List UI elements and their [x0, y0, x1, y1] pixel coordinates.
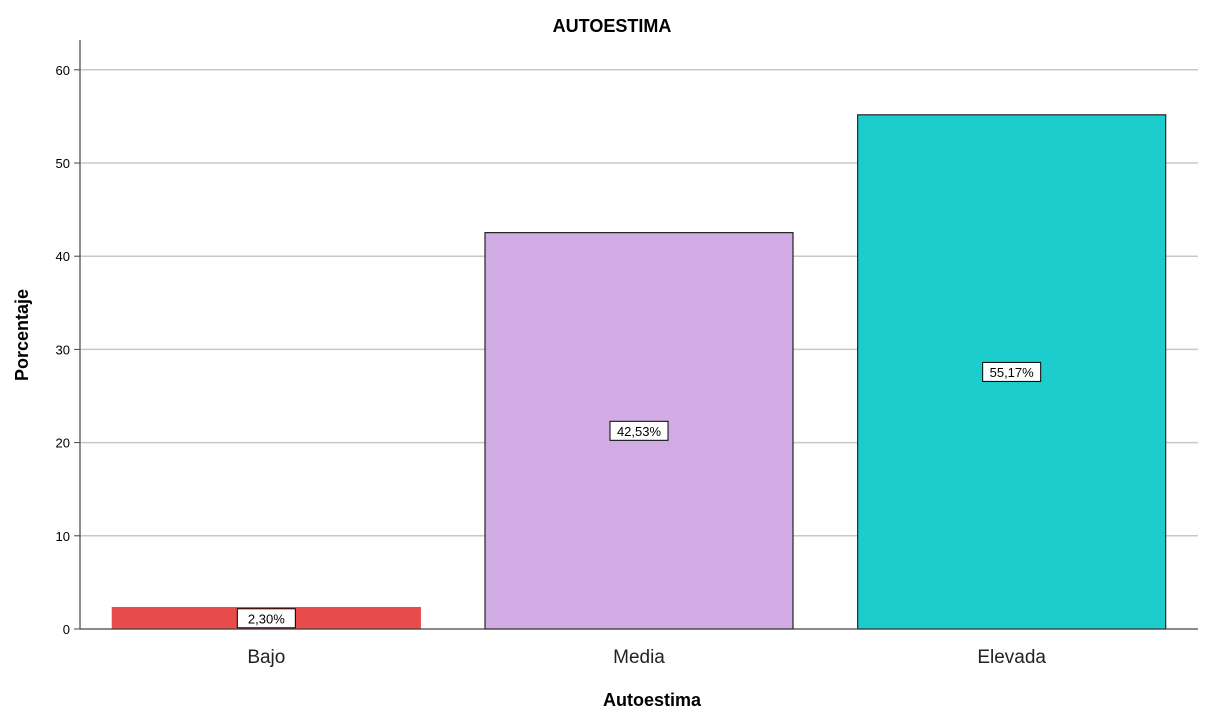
data-label-box [236, 608, 296, 629]
x-tick-label: Bajo [247, 647, 285, 668]
y-tick-label: 60 [56, 63, 70, 78]
data-label-box [609, 420, 669, 441]
data-label: 42,53% [617, 424, 662, 439]
x-axis-label: Autoestima [603, 690, 702, 710]
x-tick-label: Elevada [977, 647, 1046, 668]
chart-title: AUTOESTIMA [553, 16, 672, 36]
data-label: 2,30% [248, 611, 285, 626]
axes [79, 40, 1198, 630]
x-tick-label: Media [613, 647, 665, 668]
data-label-box [982, 361, 1042, 382]
y-tick-label: 50 [56, 156, 70, 171]
x-axis-ticks: Bajo Media Elevada [247, 647, 1046, 668]
data-labels: 2,30% 42,53% 55,17% [236, 361, 1042, 629]
y-axis-ticks: 0 10 20 30 40 50 60 [56, 63, 80, 637]
data-label: 55,17% [990, 365, 1035, 380]
y-tick-label: 10 [56, 529, 70, 544]
y-tick-label: 30 [56, 342, 70, 357]
y-axis-label: Porcentaje [12, 289, 32, 381]
y-tick-label: 40 [56, 249, 70, 264]
y-tick-label: 20 [56, 436, 70, 451]
y-tick-label: 0 [63, 622, 70, 637]
